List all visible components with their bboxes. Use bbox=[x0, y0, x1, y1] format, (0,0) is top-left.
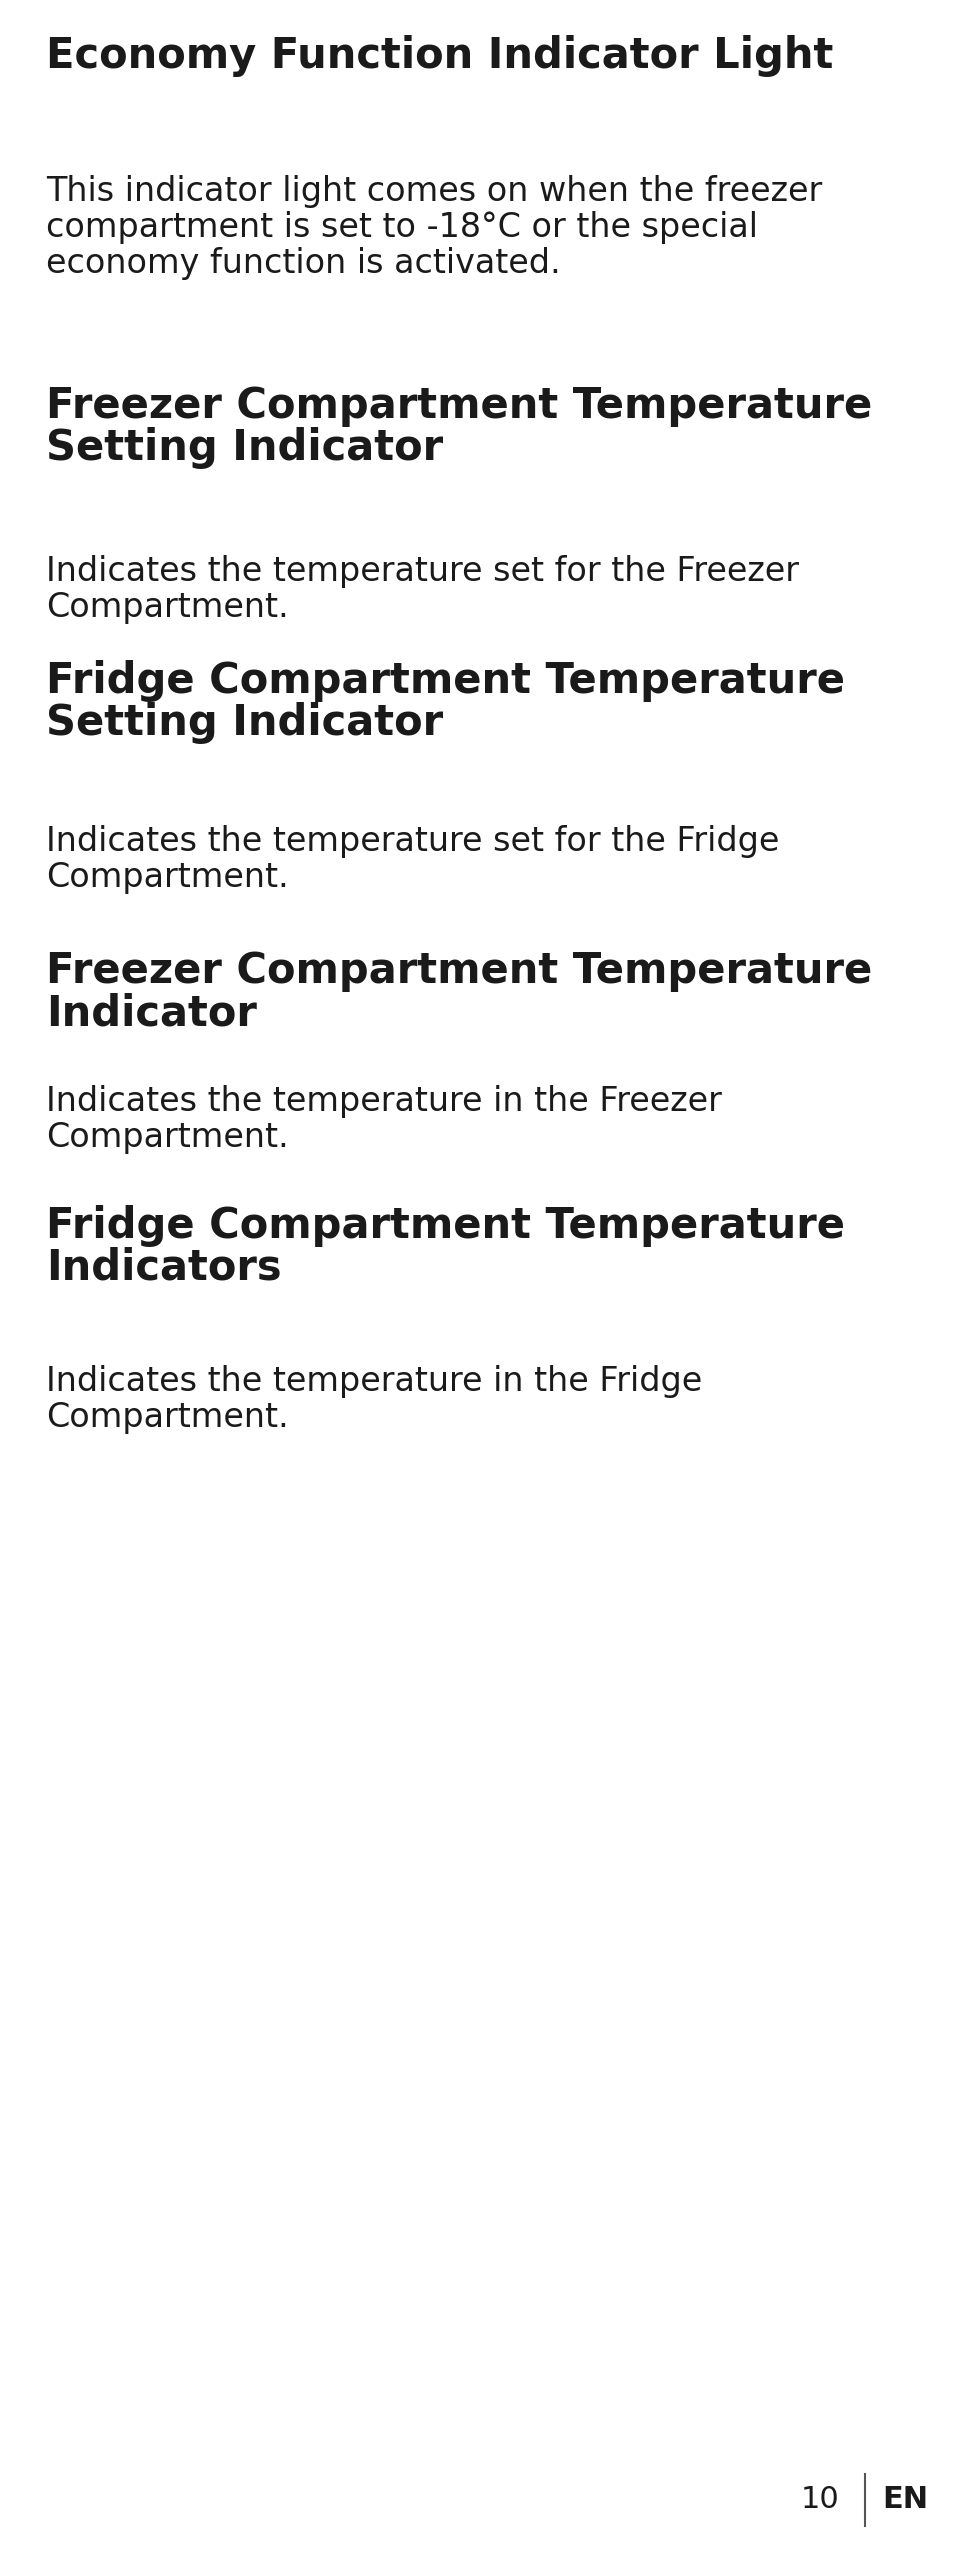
Text: compartment is set to -18°C or the special: compartment is set to -18°C or the speci… bbox=[46, 212, 758, 245]
Text: Freezer Compartment Temperature: Freezer Compartment Temperature bbox=[46, 949, 873, 992]
Text: Indicates the temperature in the Fridge: Indicates the temperature in the Fridge bbox=[46, 1365, 703, 1398]
Text: EN: EN bbox=[882, 2485, 928, 2515]
Text: Freezer Compartment Temperature: Freezer Compartment Temperature bbox=[46, 385, 873, 426]
Text: 10: 10 bbox=[801, 2485, 839, 2515]
Text: Compartment.: Compartment. bbox=[46, 1400, 289, 1434]
Text: Setting Indicator: Setting Indicator bbox=[46, 702, 444, 745]
Text: Indicates the temperature set for the Fridge: Indicates the temperature set for the Fr… bbox=[46, 824, 780, 857]
Text: Compartment.: Compartment. bbox=[46, 592, 289, 625]
Text: This indicator light comes on when the freezer: This indicator light comes on when the f… bbox=[46, 176, 823, 209]
Text: Indicator: Indicator bbox=[46, 992, 257, 1033]
Text: Setting Indicator: Setting Indicator bbox=[46, 426, 444, 469]
Text: Indicates the temperature in the Freezer: Indicates the temperature in the Freezer bbox=[46, 1084, 722, 1117]
Text: Compartment.: Compartment. bbox=[46, 862, 289, 893]
Text: Fridge Compartment Temperature: Fridge Compartment Temperature bbox=[46, 661, 845, 702]
Text: Fridge Compartment Temperature: Fridge Compartment Temperature bbox=[46, 1204, 845, 1247]
Text: economy function is activated.: economy function is activated. bbox=[46, 247, 561, 281]
Text: Indicates the temperature set for the Freezer: Indicates the temperature set for the Fr… bbox=[46, 556, 799, 587]
Text: Economy Function Indicator Light: Economy Function Indicator Light bbox=[46, 36, 833, 77]
Text: Compartment.: Compartment. bbox=[46, 1120, 289, 1153]
Text: Indicators: Indicators bbox=[46, 1247, 281, 1288]
